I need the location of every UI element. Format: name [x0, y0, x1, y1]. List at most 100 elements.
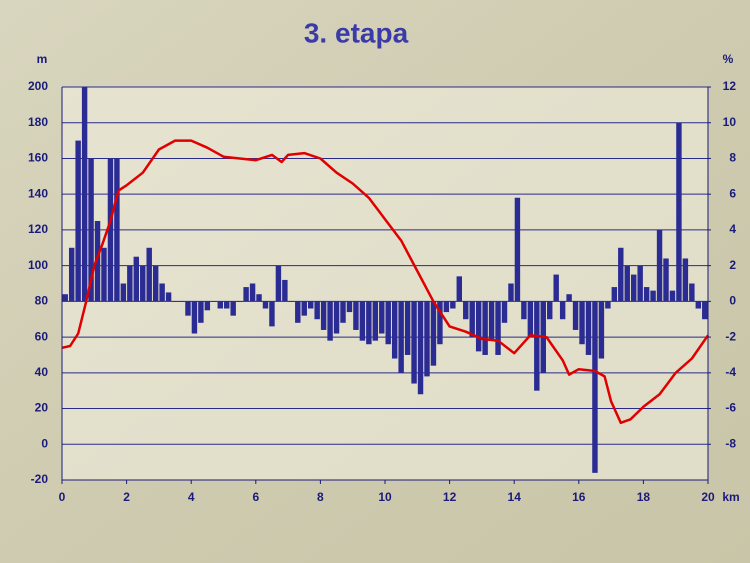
- gradient-bar: [501, 301, 508, 323]
- gradient-bar: [68, 247, 75, 302]
- gradient-bar: [469, 301, 475, 338]
- gradient-bar: [275, 265, 282, 302]
- x-tick-label: 12: [443, 490, 457, 504]
- gradient-bar: [211, 301, 217, 302]
- gradient-bar: [456, 276, 463, 302]
- gradient-bar: [301, 301, 307, 316]
- y-tick-label: -20: [31, 472, 49, 486]
- y-tick-label: 100: [28, 258, 48, 272]
- gradient-bar: [650, 290, 656, 302]
- x-tick-label: 10: [378, 490, 392, 504]
- gradient-bar: [307, 301, 314, 309]
- gradient-bar: [320, 301, 327, 330]
- gradient-bar: [663, 258, 669, 302]
- gradient-bar: [372, 301, 379, 341]
- gradient-bar: [269, 301, 275, 327]
- gradient-bar: [353, 301, 359, 330]
- y-tick-label: 180: [28, 115, 48, 129]
- gradient-bar: [107, 158, 114, 302]
- gradient-bar: [475, 301, 482, 352]
- gradient-bar: [689, 283, 695, 302]
- gradient-bar: [101, 247, 107, 302]
- gradient-bar: [527, 301, 534, 338]
- gradient-bar: [702, 301, 708, 320]
- y2-tick-label: -8: [725, 436, 736, 450]
- gradient-bar: [605, 301, 611, 309]
- y-tick-label: 40: [35, 365, 49, 379]
- gradient-bar: [191, 301, 198, 334]
- gradient-bar: [637, 265, 643, 302]
- gradient-bar: [340, 301, 346, 323]
- y-tick-label: 80: [35, 294, 49, 308]
- gradient-bar: [282, 279, 288, 302]
- gradient-bar: [534, 301, 540, 391]
- gradient-bar: [385, 301, 391, 345]
- x-axis-label: km: [722, 490, 739, 504]
- gradient-bar: [178, 301, 185, 302]
- gradient-bar: [592, 301, 598, 473]
- gradient-bar: [482, 301, 488, 355]
- chart-title: 3. etapa: [304, 17, 409, 48]
- gradient-bar: [514, 197, 521, 302]
- gradient-bar: [656, 229, 663, 302]
- gradient-bar: [94, 220, 101, 302]
- gradient-bar: [146, 247, 152, 302]
- plot-area: [62, 87, 708, 480]
- gradient-bar: [411, 301, 417, 384]
- gradient-bar: [437, 301, 443, 345]
- gradient-bar: [669, 290, 676, 302]
- gradient-bar: [133, 256, 140, 302]
- y2-tick-label: 2: [729, 258, 736, 272]
- y-tick-label: 60: [35, 329, 49, 343]
- gradient-bar: [559, 301, 566, 320]
- gradient-bar: [249, 283, 256, 302]
- gradient-bar: [598, 301, 605, 359]
- gradient-bar: [585, 301, 592, 355]
- y-tick-label: 200: [28, 79, 48, 93]
- gradient-bar: [295, 301, 301, 323]
- gradient-bar: [572, 301, 579, 330]
- y2-tick-label: 12: [723, 79, 737, 93]
- gradient-bar: [463, 301, 469, 320]
- x-tick-label: 16: [572, 490, 586, 504]
- y2-tick-label: 6: [729, 186, 736, 200]
- x-tick-label: 6: [252, 490, 259, 504]
- x-tick-label: 0: [59, 490, 66, 504]
- y-tick-label: 120: [28, 222, 48, 236]
- y2-tick-label: -2: [725, 329, 736, 343]
- x-tick-label: 20: [701, 490, 715, 504]
- gradient-bar: [127, 265, 133, 302]
- gradient-bar: [359, 301, 366, 341]
- gradient-bar: [450, 301, 456, 309]
- gradient-bar: [224, 301, 230, 309]
- gradient-bar: [424, 301, 430, 377]
- gradient-bar: [140, 265, 146, 302]
- gradient-bar: [643, 287, 650, 302]
- gradient-bar: [553, 274, 559, 302]
- gradient-bar: [230, 301, 236, 316]
- gradient-bar: [185, 301, 191, 316]
- gradient-bar: [508, 283, 514, 302]
- y-tick-label: 0: [41, 436, 48, 450]
- gradient-bar: [404, 301, 411, 355]
- gradient-bar: [695, 301, 702, 309]
- y2-tick-label: -4: [725, 365, 736, 379]
- x-tick-label: 18: [637, 490, 651, 504]
- gradient-bar: [676, 122, 682, 302]
- gradient-bar: [172, 301, 178, 302]
- y2-tick-label: 0: [729, 294, 736, 308]
- gradient-bar: [398, 301, 404, 373]
- gradient-bar: [417, 301, 424, 395]
- y-tick-label: 140: [28, 186, 48, 200]
- gradient-bar: [165, 292, 172, 302]
- gradient-bar: [120, 283, 127, 302]
- elevation-line: [61, 139, 710, 425]
- gradient-bar: [579, 301, 585, 345]
- gradient-bar: [346, 301, 353, 313]
- gradient-bar: [243, 287, 249, 302]
- gradient-bar: [327, 301, 333, 341]
- gradient-bar: [256, 294, 262, 302]
- gradient-bar: [217, 301, 223, 309]
- x-tick-label: 8: [317, 490, 324, 504]
